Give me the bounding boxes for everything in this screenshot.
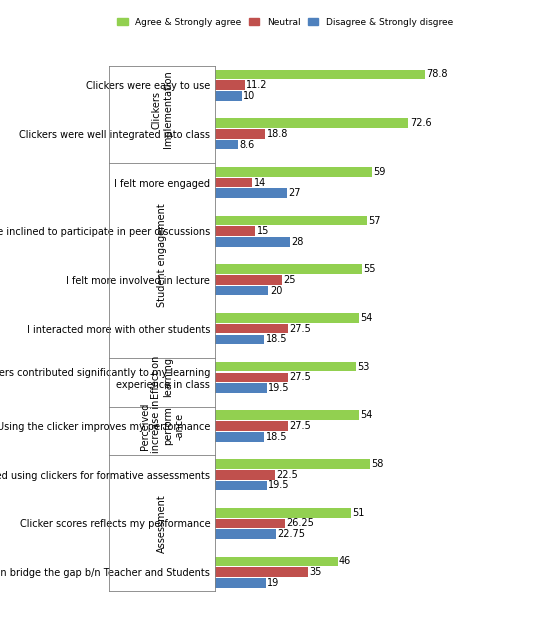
Bar xyxy=(215,324,288,334)
Text: 8.6: 8.6 xyxy=(239,140,254,150)
Text: 14: 14 xyxy=(254,178,266,188)
Bar xyxy=(215,334,265,344)
Text: 27.5: 27.5 xyxy=(290,421,312,431)
Bar xyxy=(215,383,267,393)
Text: 22.75: 22.75 xyxy=(277,529,305,539)
Bar xyxy=(215,578,266,588)
Text: 27.5: 27.5 xyxy=(290,372,312,382)
Bar xyxy=(215,567,308,577)
Bar xyxy=(215,227,255,236)
Bar xyxy=(215,530,276,539)
Bar xyxy=(215,118,408,128)
Bar xyxy=(215,372,288,382)
Text: 11.2: 11.2 xyxy=(246,80,268,90)
Text: 19.5: 19.5 xyxy=(268,480,290,490)
Text: 59: 59 xyxy=(373,167,386,177)
Bar xyxy=(215,264,362,274)
Bar xyxy=(215,459,370,469)
Text: Perceived
increase in
perform
-ance: Perceived increase in perform -ance xyxy=(140,399,185,453)
Bar xyxy=(215,411,359,420)
Text: 25: 25 xyxy=(283,275,295,285)
Bar xyxy=(215,167,372,177)
Bar xyxy=(215,481,267,490)
Bar xyxy=(215,188,287,198)
Bar xyxy=(215,178,252,187)
Bar xyxy=(215,237,290,247)
Text: 27: 27 xyxy=(288,188,301,198)
Bar xyxy=(215,275,282,285)
Text: 27.5: 27.5 xyxy=(290,324,312,334)
Text: 57: 57 xyxy=(368,215,381,225)
Text: Assessment: Assessment xyxy=(157,494,167,553)
Bar xyxy=(215,216,367,225)
Text: 72.6: 72.6 xyxy=(410,118,431,128)
Text: 54: 54 xyxy=(360,410,373,420)
Text: Effect on
learning: Effect on learning xyxy=(151,356,173,399)
Text: 18.8: 18.8 xyxy=(266,129,288,139)
Bar xyxy=(215,362,356,371)
Text: 15: 15 xyxy=(257,226,269,236)
Bar xyxy=(215,69,425,80)
Text: 20: 20 xyxy=(270,285,282,295)
Text: 58: 58 xyxy=(371,459,383,469)
Bar xyxy=(215,140,238,150)
Text: 19: 19 xyxy=(267,578,279,588)
Text: 46: 46 xyxy=(339,557,351,567)
Text: 10: 10 xyxy=(243,91,256,101)
Text: 19.5: 19.5 xyxy=(268,383,290,393)
Text: Student engagement: Student engagement xyxy=(157,203,167,307)
Bar xyxy=(215,286,268,295)
Text: 35: 35 xyxy=(310,567,322,577)
Text: 53: 53 xyxy=(358,362,370,372)
Text: 26.25: 26.25 xyxy=(286,518,314,528)
Text: 18.5: 18.5 xyxy=(266,334,287,344)
Bar xyxy=(215,508,351,518)
Bar xyxy=(215,313,359,323)
Bar xyxy=(215,91,242,101)
Bar xyxy=(215,421,288,431)
Text: 22.5: 22.5 xyxy=(277,470,298,480)
Text: 51: 51 xyxy=(352,508,365,518)
Text: 28: 28 xyxy=(291,237,303,247)
Legend: Agree & Strongly agree, Neutral, Disagree & Strongly disgree: Agree & Strongly agree, Neutral, Disagre… xyxy=(114,14,456,31)
Text: Clickers
Implementation: Clickers Implementation xyxy=(151,71,173,148)
Text: 18.5: 18.5 xyxy=(266,432,287,442)
Text: 78.8: 78.8 xyxy=(426,69,448,80)
Bar xyxy=(215,518,285,528)
Bar xyxy=(215,557,338,566)
Text: 55: 55 xyxy=(363,264,376,274)
Bar xyxy=(215,432,265,441)
Text: 54: 54 xyxy=(360,313,373,323)
Bar xyxy=(215,129,265,139)
Bar xyxy=(215,80,245,90)
Bar xyxy=(215,470,275,480)
